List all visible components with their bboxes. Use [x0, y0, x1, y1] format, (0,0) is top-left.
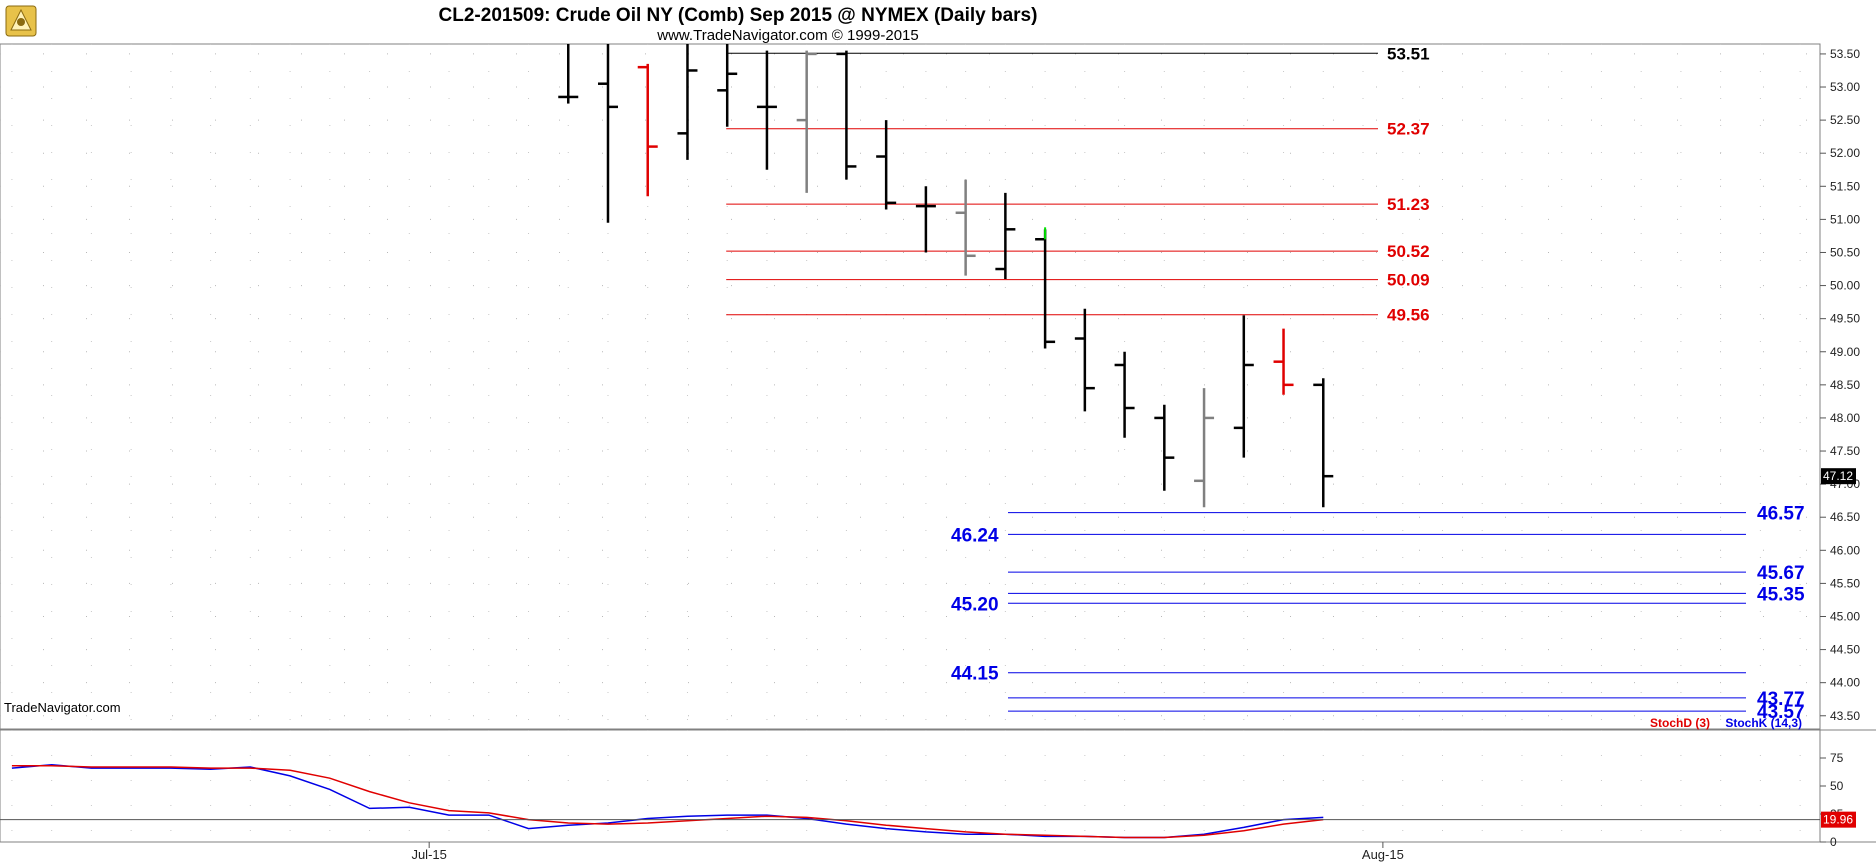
price-tick-label: 47.50 — [1830, 444, 1860, 458]
price-tick-label: 50.50 — [1830, 245, 1860, 259]
price-bar — [677, 44, 698, 160]
legend-stoch-k: StochK (14,3) — [1725, 716, 1802, 730]
price-bar — [796, 50, 817, 193]
price-tick-label: 52.00 — [1830, 146, 1860, 160]
watermark-text: TradeNavigator.com — [4, 700, 121, 715]
price-bar — [1154, 404, 1175, 491]
price-bar — [1074, 308, 1095, 412]
price-bar — [836, 50, 857, 180]
price-bar — [1114, 351, 1135, 438]
stoch-tick-label: 75 — [1830, 751, 1844, 765]
price-tick-label: 53.00 — [1830, 80, 1860, 94]
last-price-label: 47.12 — [1823, 469, 1853, 483]
last-price-badge — [1821, 468, 1856, 485]
resistance-label: 49.56 — [1387, 306, 1430, 325]
price-bar — [1233, 315, 1254, 458]
price-bar — [756, 50, 777, 170]
navigator-logo-icon — [5, 5, 37, 37]
support-label: 45.20 — [951, 594, 999, 615]
price-bar — [995, 192, 1016, 279]
price-bar — [876, 120, 897, 210]
price-tick-label: 45.00 — [1830, 609, 1860, 623]
price-bar — [1313, 378, 1334, 508]
price-tick-label: 53.50 — [1830, 47, 1860, 61]
price-tick-label: 51.00 — [1830, 212, 1860, 226]
price-bar — [1273, 328, 1294, 395]
stochastic-axis: 755025019.96 — [1820, 751, 1856, 849]
support-label: 46.24 — [951, 525, 999, 546]
support-label: 43.57 — [1757, 702, 1805, 723]
price-tick-label: 52.50 — [1830, 113, 1860, 127]
price-bar — [717, 44, 738, 127]
stoch-tick-label: 50 — [1830, 779, 1844, 793]
chart-title: CL2-201509: Crude Oil NY (Comb) Sep 2015… — [439, 5, 1038, 26]
price-tick-label: 44.50 — [1830, 643, 1860, 657]
price-levels: 53.51 52.37 51.23 50.52 50.09 49.56 46.57 46.24… — [726, 44, 1805, 723]
resistance-label: 50.09 — [1387, 271, 1430, 290]
chart-subtitle: www.TradeNavigator.com © 1999-2015 — [656, 27, 918, 44]
price-bar — [1194, 388, 1215, 508]
price-tick-label: 51.50 — [1830, 179, 1860, 193]
price-tick-label: 49.00 — [1830, 345, 1860, 359]
resistance-label: 53.51 — [1387, 44, 1430, 63]
time-axis: Jul-15 Aug-15 — [411, 842, 1404, 862]
price-bar — [637, 63, 658, 197]
resistance-label: 52.37 — [1387, 120, 1430, 139]
stochastic-lines — [0, 763, 1820, 839]
price-tick-label: 43.50 — [1830, 709, 1860, 723]
time-tick-label: Aug-15 — [1362, 847, 1404, 862]
stoch-tick-label: 0 — [1830, 835, 1837, 849]
price-bar — [597, 44, 618, 223]
price-tick-label: 48.00 — [1830, 411, 1860, 425]
resistance-label: 51.23 — [1387, 195, 1430, 214]
stochastic-panel — [0, 729, 1821, 843]
support-label: 43.77 — [1757, 689, 1805, 710]
price-tick-label: 48.50 — [1830, 378, 1860, 392]
price-bar — [955, 179, 976, 276]
price-tick-label: 44.00 — [1830, 676, 1860, 690]
price-tick-label: 49.50 — [1830, 312, 1860, 326]
price-bar — [1035, 229, 1056, 349]
stoch-value-badge — [1821, 811, 1856, 828]
support-label: 45.67 — [1757, 563, 1805, 584]
legend-stoch-d: StochD (3) — [1650, 716, 1710, 730]
price-panel — [0, 43, 1821, 730]
support-label: 46.57 — [1757, 504, 1805, 525]
price-tick-label: 46.00 — [1830, 543, 1860, 557]
price-tick-label: 45.50 — [1830, 576, 1860, 590]
price-bars — [558, 44, 1334, 508]
price-tick-label: 50.00 — [1830, 279, 1860, 293]
support-label: 45.35 — [1757, 584, 1805, 605]
resistance-label: 50.52 — [1387, 242, 1430, 261]
stoch-d-line — [11, 765, 1324, 839]
time-tick-label: Jul-15 — [411, 847, 446, 862]
price-bar — [915, 186, 936, 253]
stoch-value-label: 19.96 — [1823, 813, 1853, 827]
price-bar — [558, 44, 579, 104]
support-label: 44.15 — [951, 664, 999, 685]
header-band — [0, 0, 1876, 44]
price-tick-label: 46.50 — [1830, 510, 1860, 524]
price-axis: 53.50 53.00 52.50 52.00 51.50 51.00 50.50 50.00… — [1820, 47, 1860, 723]
